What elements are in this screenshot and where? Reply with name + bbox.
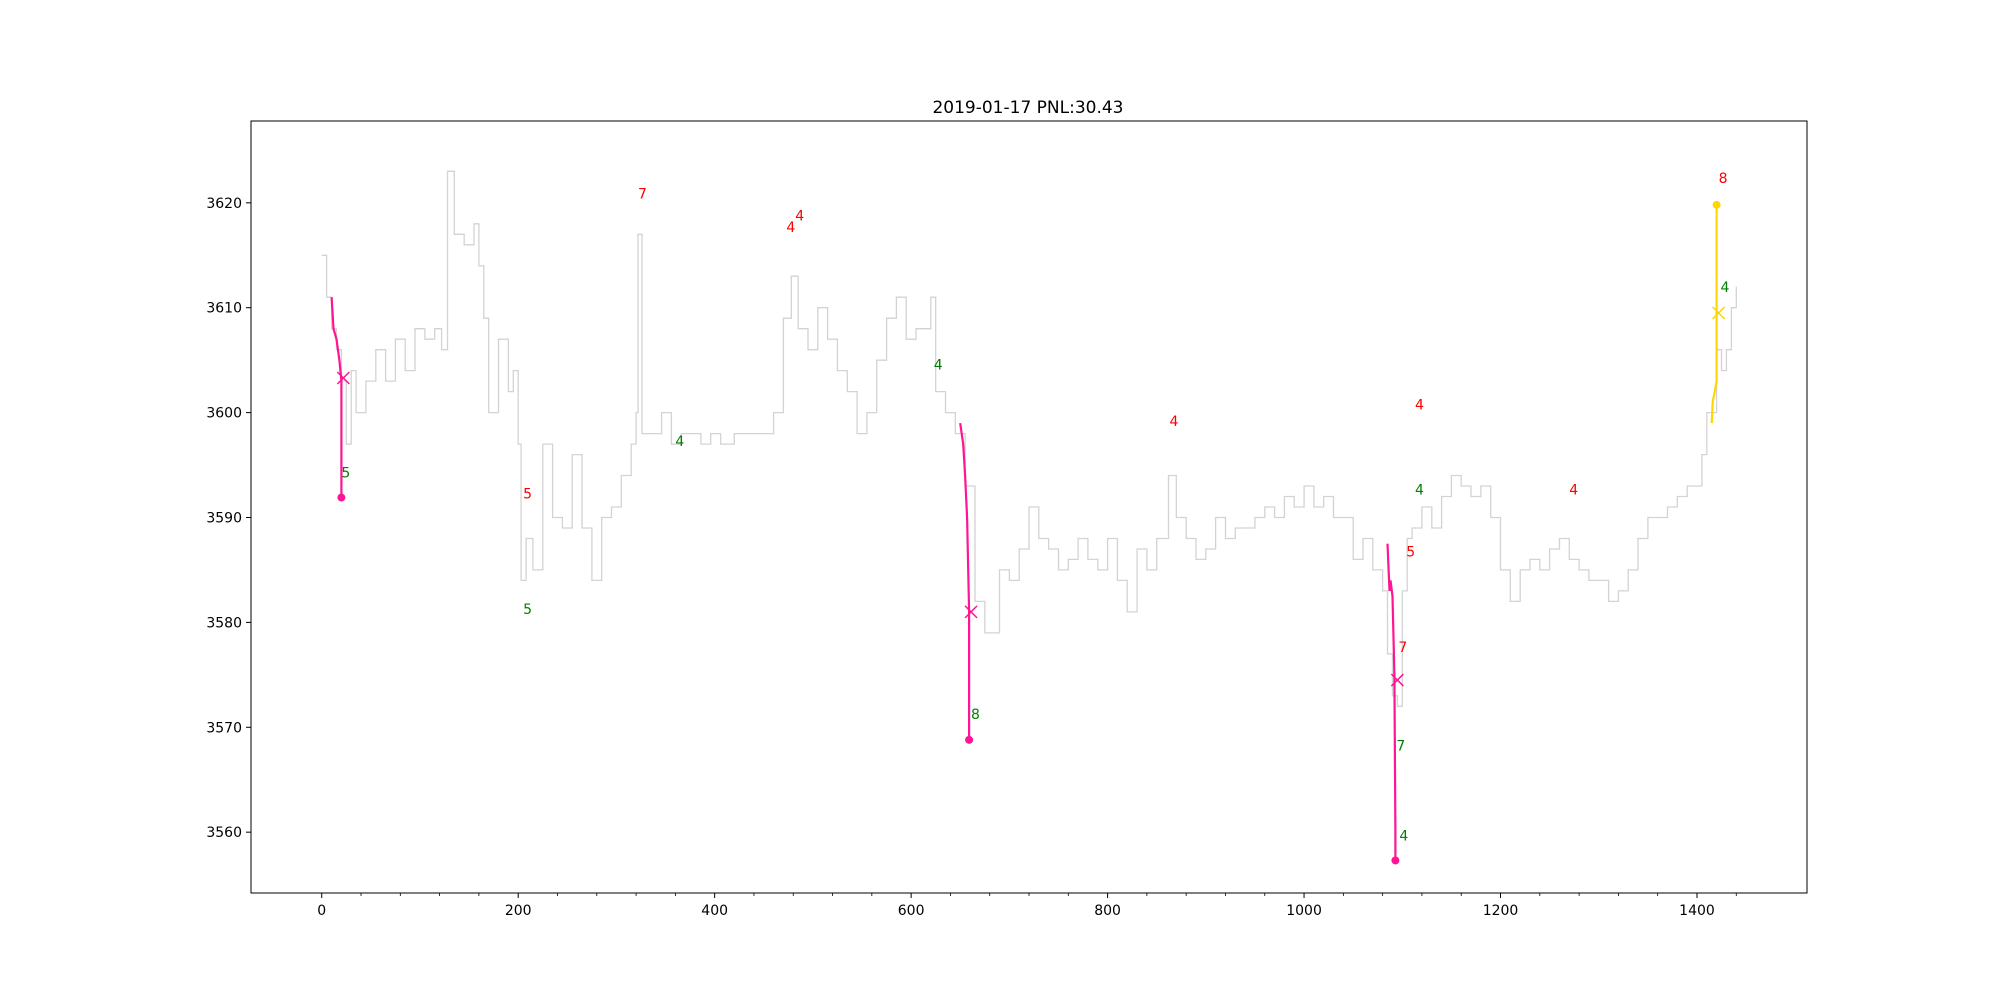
x-tick-label: 400 [701,903,728,919]
x-tick-label: 1200 [1483,903,1519,919]
trade-exit-dot [965,735,974,744]
trade-line [1710,208,1718,424]
y-tick-label: 3620 [206,196,242,212]
trade-entry-cross [964,605,978,619]
trade-exit-dot [337,493,346,502]
y-tick-label: 3590 [206,510,242,526]
chart-title: 2019-01-17 PNL:30.43 [932,98,1123,118]
y-tick-label: 3560 [206,825,242,841]
trade-exit-dot [1712,200,1721,209]
y-tick-label: 3570 [206,720,242,736]
trade-line [1386,543,1397,861]
trade-entry-cross [336,371,350,385]
price-series [321,170,1737,707]
trade-3 [1386,543,1404,865]
annotation-label: 5 [523,602,532,618]
annotation-label: 4 [1415,397,1424,413]
annotation-label: 7 [1396,738,1405,754]
annotation-label: 4 [675,434,684,450]
annotation-label: 8 [971,707,980,723]
x-axis-ticks: 0 200 400 600 800 1000 1200 1400 [317,893,1737,919]
x-tick-label: 200 [505,903,532,919]
x-tick-label: 1400 [1679,903,1715,919]
y-tick-label: 3610 [206,301,242,317]
x-tick-label: 0 [317,903,326,919]
y-axis-ticks: 3560 3570 3580 3590 3600 3610 3620 [206,196,251,841]
trade-line [330,297,343,497]
annotation-label: 4 [795,209,804,225]
annotation-label: 4 [934,358,943,374]
x-tick-label: 800 [1094,903,1121,919]
trade-line [959,422,971,738]
annotation-label: 4 [1399,829,1408,845]
y-tick-label: 3580 [206,615,242,631]
annotation-label: 7 [1398,640,1407,656]
annotation-label: 5 [523,487,532,503]
annotation-label: 5 [1406,544,1415,560]
trade-4 [1710,200,1726,424]
annotation-label: 4 [786,220,795,236]
annotation-label: 4 [1569,482,1578,498]
trade-entry-cross [1390,673,1404,687]
price-line [321,170,1737,707]
trade-series [330,200,1726,865]
trade-2 [959,422,978,744]
x-tick-label: 600 [898,903,925,919]
trade-exit-dot [1391,856,1400,865]
x-tick-label: 1000 [1286,903,1322,919]
annotation-label: 8 [1719,171,1728,187]
annotation-label: 7 [638,187,647,203]
annotation-label: 4 [1721,280,1730,296]
trade-1 [330,297,350,502]
annotation-label: 4 [1415,482,1424,498]
trade-entry-cross [1712,306,1726,320]
y-tick-label: 3600 [206,406,242,422]
annotation-label: 5 [341,466,350,482]
annotation-label: 4 [1169,414,1178,430]
